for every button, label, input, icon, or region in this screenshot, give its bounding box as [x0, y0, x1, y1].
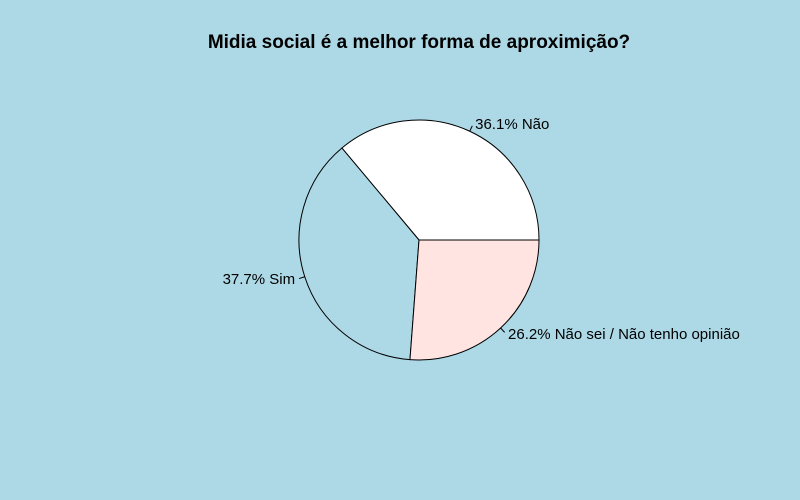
pie-leader-line-2 — [298, 276, 305, 280]
pie-label-1: 36.1% Não — [475, 116, 549, 133]
pie-slices — [298, 119, 540, 361]
pie-label-3: 26.2% Não sei / Não tenho opinião — [508, 326, 740, 343]
pie-leader-line-3 — [500, 327, 506, 333]
pie-labels: 36.1% Não 37.7% Sim 26.2% Não sei / Não te… — [223, 116, 740, 343]
pie-leader-line-1 — [469, 125, 473, 132]
pie-label-2: 37.7% Sim — [223, 271, 296, 288]
chart-title: Midia social é a melhor forma de aproxim… — [208, 32, 630, 53]
